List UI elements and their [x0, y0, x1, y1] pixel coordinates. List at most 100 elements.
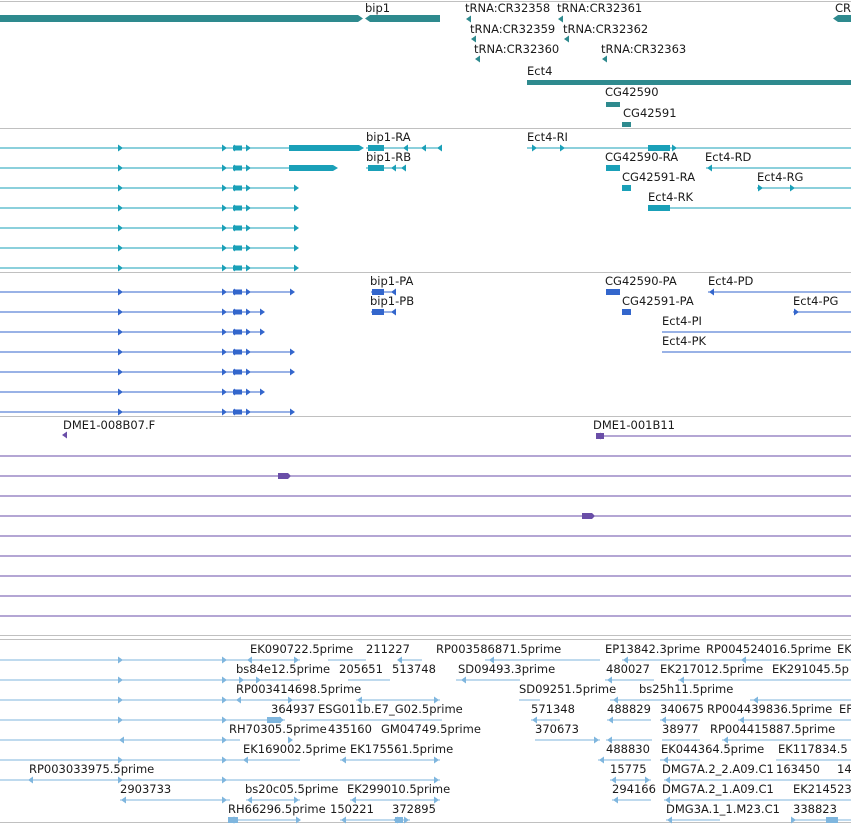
- transcript-label[interactable]: CG42591-RA: [622, 170, 696, 184]
- cds-label[interactable]: Ect4-PI: [662, 314, 702, 328]
- est-label[interactable]: EP13842.3prime: [605, 642, 701, 656]
- strand-left-icon: [623, 656, 628, 664]
- est-label[interactable]: EK117834.5: [778, 742, 848, 756]
- est-label[interactable]: SD09251.5prime: [519, 682, 617, 696]
- clone-end: [278, 473, 288, 479]
- est-label[interactable]: 338823: [793, 802, 837, 816]
- transcript-label[interactable]: CG42590-RA: [605, 150, 679, 164]
- est-label[interactable]: EF: [839, 702, 851, 716]
- strand-right-icon: [560, 144, 565, 152]
- clone-label[interactable]: DME1-008B07.F: [63, 418, 156, 432]
- est-label[interactable]: 488830: [606, 742, 650, 756]
- cds-label[interactable]: CG42591-PA: [622, 294, 694, 308]
- est-label[interactable]: 150221: [330, 802, 374, 816]
- est-label[interactable]: EK175561.5prime: [350, 742, 454, 756]
- cds-block: [233, 349, 242, 355]
- est-label[interactable]: RP004415887.5prime: [710, 722, 836, 736]
- est-label[interactable]: 163450: [776, 762, 820, 776]
- est-label[interactable]: GM04749.5prime: [381, 722, 481, 736]
- est-label[interactable]: RH66296.5prime: [228, 802, 326, 816]
- cds-label[interactable]: Ect4-PD: [708, 274, 754, 288]
- est-label[interactable]: 435160: [328, 722, 372, 736]
- gene-label[interactable]: CR: [835, 1, 851, 15]
- cds-label[interactable]: bip1-PA: [370, 274, 414, 288]
- clone-label[interactable]: DME1-001B11: [593, 418, 675, 432]
- strand-right-icon: [222, 676, 227, 684]
- strand-right-icon: [256, 676, 261, 684]
- est-label[interactable]: 2903733: [120, 782, 172, 796]
- est-label[interactable]: 480027: [606, 662, 650, 676]
- gene-bar-tip: [358, 15, 363, 22]
- strand-left-icon: [475, 55, 480, 63]
- cds-label[interactable]: Ect4-PG: [793, 294, 839, 308]
- est-label[interactable]: bs25h11.5prime: [639, 682, 734, 696]
- est-label[interactable]: RP003414698.5prime: [236, 682, 362, 696]
- est-label[interactable]: 205651: [339, 662, 383, 676]
- est-label[interactable]: DMG7A.2_1.A09.C1: [662, 782, 774, 796]
- gene-label[interactable]: tRNA:CR32362: [563, 22, 649, 36]
- cds-block: [233, 369, 242, 375]
- est-label[interactable]: 294166: [612, 782, 656, 796]
- est-label[interactable]: 38977: [662, 722, 699, 736]
- strand-right-icon: [790, 184, 795, 192]
- est-label[interactable]: 571348: [531, 702, 575, 716]
- cds-label[interactable]: Ect4-PK: [662, 334, 707, 348]
- est-label[interactable]: EK214523: [793, 782, 851, 796]
- gene-bar-tip: [365, 15, 370, 22]
- est-label[interactable]: bs20c05.5prime: [245, 782, 339, 796]
- est-label[interactable]: 211227: [366, 642, 410, 656]
- est-label[interactable]: 14: [837, 762, 851, 776]
- est-label[interactable]: 513748: [392, 662, 436, 676]
- gene-label[interactable]: tRNA:CR32363: [601, 42, 687, 56]
- cds-label[interactable]: CG42590-PA: [605, 274, 677, 288]
- est-label[interactable]: EK291045.5p: [772, 662, 849, 676]
- est-label[interactable]: RP004524016.5prime: [706, 642, 832, 656]
- strand-left-icon: [341, 816, 346, 824]
- gene-label[interactable]: tRNA:CR32358: [465, 1, 551, 15]
- est-label[interactable]: 488829: [607, 702, 651, 716]
- strand-right-icon: [246, 388, 251, 396]
- gene-label[interactable]: tRNA:CR32360: [474, 42, 560, 56]
- est-label[interactable]: DMG3A.1_1.M23.C1: [666, 802, 780, 816]
- cds-label[interactable]: bip1-PB: [370, 294, 415, 308]
- est-label[interactable]: EK044364.5prime: [661, 742, 765, 756]
- est-label[interactable]: RP004439836.5prime: [707, 702, 833, 716]
- est-label[interactable]: bs84e12.5prime: [236, 662, 331, 676]
- est-label[interactable]: 15775: [610, 762, 647, 776]
- est-label[interactable]: RP003033975.5prime: [29, 762, 155, 776]
- strand-left-icon: [62, 431, 67, 439]
- gene-label[interactable]: CG42591: [623, 106, 677, 120]
- transcript-label[interactable]: bip1-RB: [366, 150, 412, 164]
- gene-label[interactable]: bip1: [365, 1, 391, 15]
- est-label[interactable]: 370673: [535, 722, 579, 736]
- exon-block: [606, 165, 620, 171]
- strand-right-icon: [290, 368, 295, 376]
- gene-label[interactable]: CG42590: [605, 85, 659, 99]
- transcript-label[interactable]: Ect4-RI: [527, 130, 568, 144]
- est-label[interactable]: EK169002.5prime: [243, 742, 347, 756]
- transcript-label[interactable]: Ect4-RK: [648, 190, 694, 204]
- est-label[interactable]: RP003586871.5prime: [436, 642, 562, 656]
- est-label[interactable]: 364937: [271, 702, 315, 716]
- cds-block: [372, 309, 384, 315]
- transcript-label[interactable]: Ect4-RG: [757, 170, 804, 184]
- est-label[interactable]: SD09493.3prime: [458, 662, 556, 676]
- transcript-label[interactable]: bip1-RA: [366, 130, 411, 144]
- est-label[interactable]: 372895: [392, 802, 436, 816]
- transcript-label[interactable]: Ect4-RD: [705, 150, 752, 164]
- est-label[interactable]: ESG011b.E7_G02.5prime: [318, 702, 463, 716]
- est-label[interactable]: EK: [837, 642, 851, 656]
- strand-right-icon: [532, 144, 537, 152]
- est-label[interactable]: EK090722.5prime: [250, 642, 354, 656]
- strand-right-icon: [222, 756, 227, 764]
- est-block: [395, 817, 403, 823]
- gene-label[interactable]: tRNA:CR32361: [557, 1, 643, 15]
- est-label[interactable]: EK217012.5prime: [660, 662, 764, 676]
- gene-label[interactable]: tRNA:CR32359: [470, 22, 556, 36]
- est-label[interactable]: 340675: [660, 702, 704, 716]
- est-label[interactable]: DMG7A.2_2.A09.C1: [662, 762, 774, 776]
- gene-label[interactable]: Ect4: [527, 64, 553, 78]
- est-label[interactable]: RH70305.5prime: [229, 722, 327, 736]
- est-label[interactable]: EK299010.5prime: [347, 782, 451, 796]
- strand-right-icon: [290, 408, 295, 416]
